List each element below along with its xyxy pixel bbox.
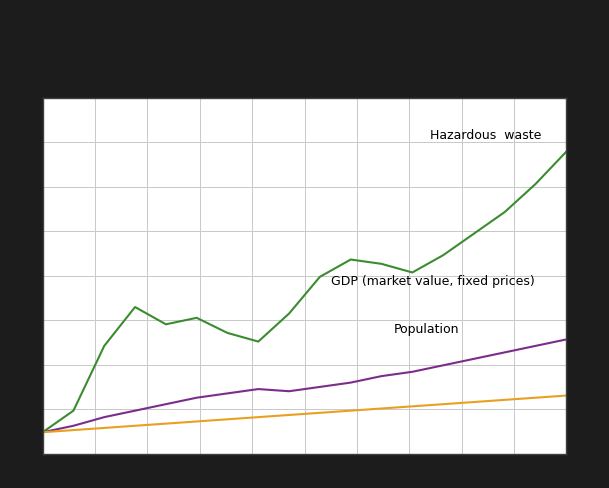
Text: GDP (market value, fixed prices): GDP (market value, fixed prices) (331, 275, 535, 288)
Text: Hazardous  waste: Hazardous waste (430, 129, 541, 142)
Text: Population: Population (393, 323, 459, 336)
